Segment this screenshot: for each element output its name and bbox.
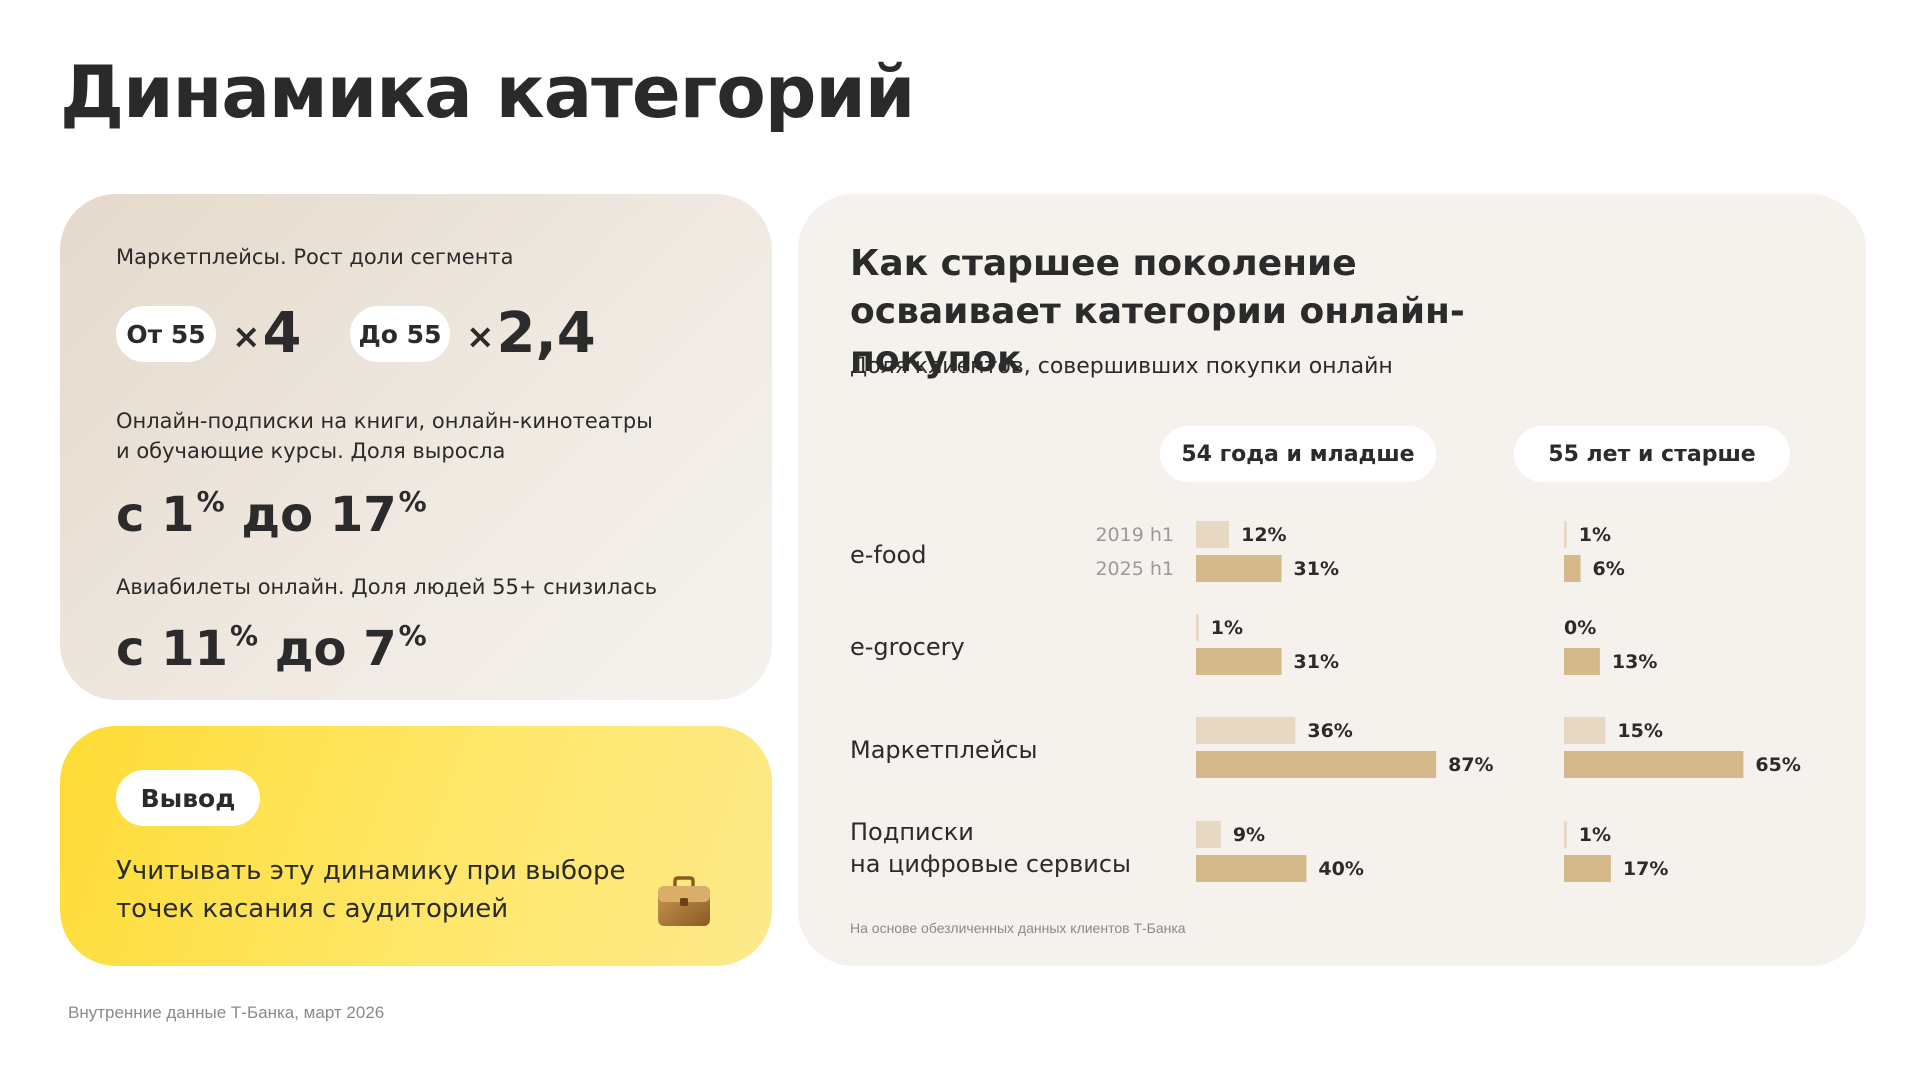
- value-label: 6%: [1593, 558, 1625, 580]
- multiplier-sign: ×: [232, 317, 261, 357]
- bar-younger-2025-h1: [1196, 751, 1437, 778]
- series-legend-label: 2019 h1: [1095, 524, 1174, 546]
- range-to: 17: [329, 487, 397, 543]
- group-pill-younger: 54 года и младше: [1160, 426, 1436, 482]
- bar-older-2019-h1: [1564, 717, 1606, 744]
- value-label: 17%: [1623, 858, 1668, 880]
- range-from: 11: [161, 621, 228, 677]
- value-label: 31%: [1294, 651, 1339, 673]
- chart-title: Как старшее поколение осваивает категори…: [850, 243, 1465, 380]
- range-unit: %: [398, 619, 427, 652]
- subscriptions-label-line-2: и обучающие курсы. Доля выросла: [116, 439, 506, 463]
- marketplaces-label: Маркетплейсы. Рост доли сегмента: [116, 245, 514, 269]
- category-label: Подписки: [850, 818, 974, 846]
- group-pill-older: 55 лет и старше: [1514, 426, 1790, 482]
- value-label: 40%: [1318, 858, 1363, 880]
- chart-source: На основе обезличенных данных клиентов Т…: [850, 920, 1186, 936]
- range-to: 7: [363, 621, 397, 677]
- bar-younger-2019-h1: [1196, 521, 1230, 548]
- range-unit: %: [398, 485, 427, 518]
- range-unit: %: [229, 619, 259, 652]
- to55-multiplier: ×2,4: [466, 306, 596, 365]
- footnote: Внутренние данные Т-Банка, март 2026: [68, 1003, 385, 1022]
- range-middle: до: [241, 487, 314, 543]
- chart-card: Как старшее поколение осваивает категори…: [798, 194, 1866, 966]
- from55-multiplier: ×4: [232, 306, 301, 365]
- category-label: e-food: [850, 541, 927, 569]
- category-label: e-grocery: [850, 633, 965, 661]
- value-label: 1%: [1579, 524, 1611, 546]
- value-label: 0%: [1564, 617, 1596, 639]
- subscriptions-label-line-1: Онлайн-подписки на книги, онлайн-кинотеа…: [116, 409, 653, 433]
- value-label: 1%: [1579, 824, 1611, 846]
- bar-chart: 12% 1% 2019 h1 31% 6% 2025 h1 1% 0% 31% 13% 36% 15%…: [1095, 521, 1801, 882]
- bar-older-2025-h1: [1564, 555, 1581, 582]
- subscriptions-range: с 1% до 17%: [116, 474, 427, 543]
- multiplier-sign: ×: [466, 317, 495, 357]
- bar-younger-2019-h1: [1196, 614, 1199, 641]
- bar-older-2019-h1: [1564, 521, 1567, 548]
- conclusion-text: Учитывать эту динамику при выборе точек …: [116, 856, 626, 924]
- value-label: 9%: [1233, 824, 1265, 846]
- range-from: 1: [161, 487, 195, 543]
- bar-older-2025-h1: [1564, 648, 1600, 675]
- briefcase-icon: [658, 876, 710, 926]
- value-label: 87%: [1448, 754, 1493, 776]
- from55-pill: От 55: [116, 306, 216, 362]
- from55-value: 4: [262, 301, 302, 366]
- bar-younger-2025-h1: [1196, 855, 1307, 882]
- range-middle: до: [274, 621, 347, 677]
- bar-younger-2019-h1: [1196, 717, 1296, 744]
- value-label: 31%: [1294, 558, 1339, 580]
- flights-label: Авиабилеты онлайн. Доля людей 55+ снизил…: [116, 575, 658, 599]
- conclusion-card: Вывод Учитывать эту динамику при выборе …: [60, 726, 772, 966]
- bar-younger-2019-h1: [1196, 821, 1221, 848]
- bar-older-2025-h1: [1564, 855, 1611, 882]
- range-prefix: с: [116, 621, 145, 677]
- series-legend-label: 2025 h1: [1095, 558, 1174, 580]
- value-label: 12%: [1241, 524, 1286, 546]
- bar-younger-2025-h1: [1196, 555, 1282, 582]
- category-label: на цифровые сервисы: [850, 850, 1131, 878]
- bar-older-2019-h1: [1564, 821, 1567, 848]
- value-label: 65%: [1755, 754, 1800, 776]
- stats-card: Маркетплейсы. Рост доли сегмента От 55 ×…: [60, 194, 772, 700]
- to55-value: 2,4: [496, 301, 596, 366]
- range-unit: %: [196, 485, 225, 518]
- value-label: 15%: [1617, 720, 1662, 742]
- category-label: Маркетплейсы: [850, 736, 1038, 764]
- bar-younger-2025-h1: [1196, 648, 1282, 675]
- chart-subtitle: Доля клиентов, совершивших покупки онлай…: [850, 354, 1393, 379]
- value-label: 1%: [1211, 617, 1243, 639]
- page-title: Динамика категорий: [60, 50, 915, 134]
- to55-pill: До 55: [350, 306, 450, 362]
- bar-older-2025-h1: [1564, 751, 1744, 778]
- value-label: 13%: [1612, 651, 1657, 673]
- flights-range: с 11% до 7%: [116, 608, 427, 677]
- value-label: 36%: [1307, 720, 1352, 742]
- range-prefix: с: [116, 487, 145, 543]
- conclusion-pill: Вывод: [116, 770, 260, 826]
